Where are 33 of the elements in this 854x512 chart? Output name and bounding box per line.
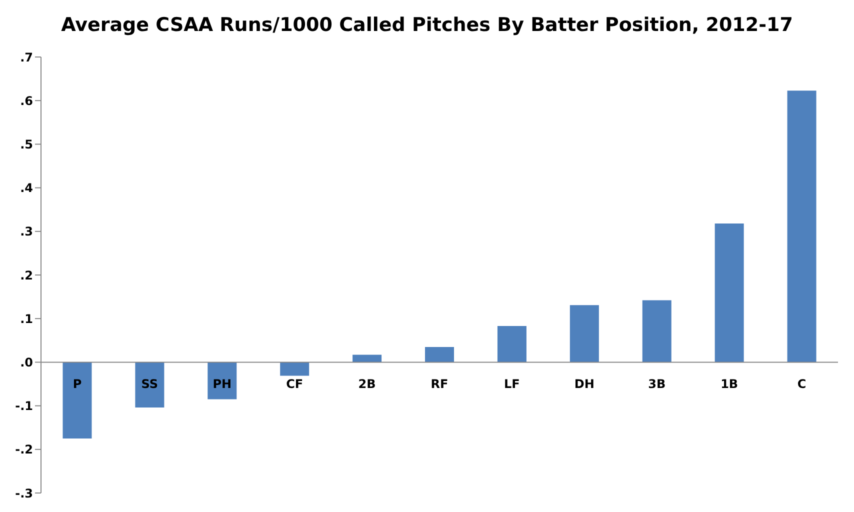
y-tick-label: -.3 [15, 486, 33, 500]
y-tick-label: .4 [20, 181, 33, 196]
y-tick-label: -.2 [15, 442, 33, 457]
y-tick-label: .2 [20, 268, 33, 282]
bar [570, 305, 599, 362]
bar [714, 224, 744, 362]
y-tick-label: -.1 [15, 399, 33, 414]
x-tick-label: CF [286, 376, 304, 391]
x-tick-label: P [72, 376, 82, 391]
bar [62, 362, 92, 438]
bar [208, 362, 237, 400]
x-tick-label: RF [430, 376, 448, 391]
bar [425, 346, 454, 362]
bar [642, 300, 672, 362]
x-tick-label: C [797, 376, 806, 391]
bar [280, 362, 310, 376]
bar [497, 326, 526, 362]
y-tick-label: .0 [20, 355, 33, 370]
x-tick-label: PH [212, 376, 232, 391]
x-tick-label: 2B [358, 376, 376, 391]
x-tick-label: SS [141, 376, 158, 391]
chart-title: Average CSAA Runs/1000 Called Pitches By Batter Position, 2012-17 [60, 14, 794, 36]
y-tick-label: .5 [20, 137, 33, 152]
x-tick-label: LF [504, 376, 520, 391]
y-tick-label: .7 [20, 50, 33, 64]
bar [787, 90, 816, 362]
x-tick-label: 1B [720, 376, 738, 391]
x-tick-label: 3B [648, 376, 666, 391]
y-tick-label: .3 [20, 224, 33, 239]
y-tick-label: .6 [20, 94, 33, 108]
bar [135, 362, 164, 408]
y-tick-label: .1 [20, 312, 33, 326]
x-tick-label: DH [574, 376, 594, 391]
